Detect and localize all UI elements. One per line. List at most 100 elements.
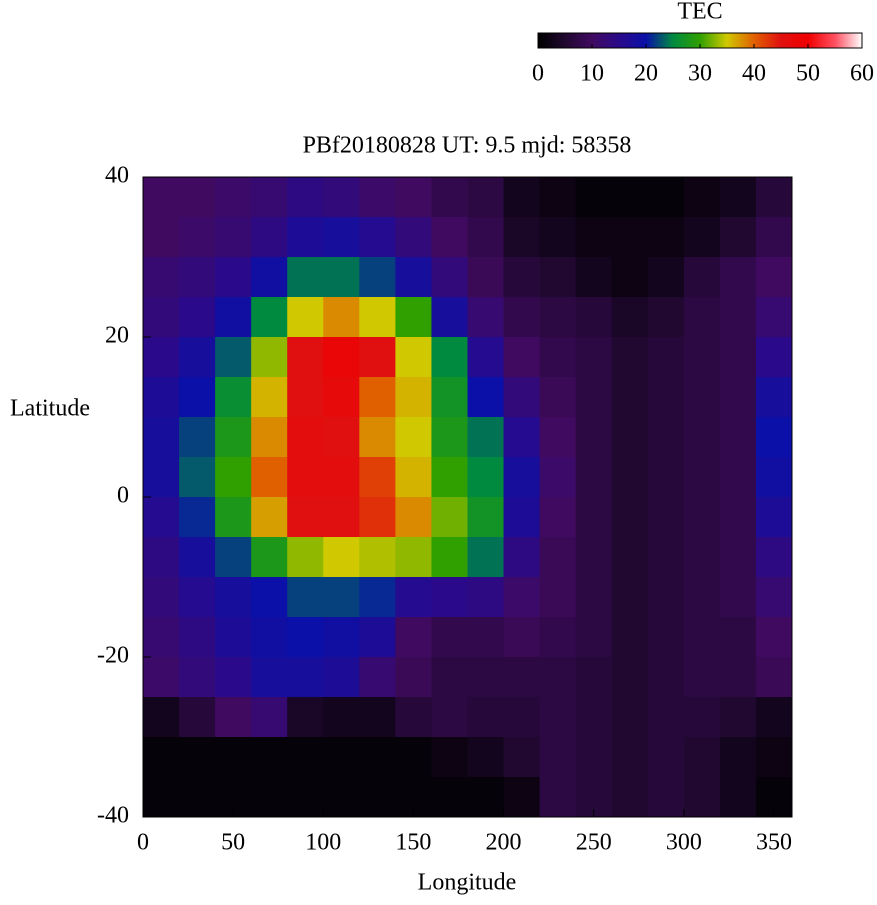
heatmap-cell — [467, 777, 505, 818]
heatmap-cell — [359, 177, 396, 218]
heatmap-cell — [683, 377, 721, 418]
heatmap-cell — [503, 337, 541, 378]
heatmap-cell — [431, 657, 468, 698]
heatmap-cell — [215, 417, 252, 458]
heatmap-cell — [539, 217, 577, 258]
heatmap-cell — [143, 777, 180, 818]
heatmap-cell — [323, 537, 360, 578]
heatmap-cell — [143, 697, 180, 738]
heatmap-cell — [503, 377, 541, 418]
heatmap-cell — [395, 657, 432, 698]
heatmap-cell — [395, 377, 432, 418]
heatmap-cell — [251, 777, 288, 818]
heatmap-cell — [179, 417, 216, 458]
heatmap-cell — [647, 177, 685, 218]
heatmap-cell — [251, 657, 288, 698]
heatmap-cell — [287, 777, 324, 818]
heatmap-cell — [323, 297, 360, 338]
heatmap-cell — [359, 417, 396, 458]
heatmap-cell — [647, 257, 685, 298]
colorbar-tick-label: 60 — [850, 61, 874, 87]
heatmap-cell — [467, 617, 505, 658]
heatmap-cell — [323, 417, 360, 458]
heatmap-cell — [503, 297, 541, 338]
heatmap-cell — [431, 777, 468, 818]
heatmap-cell — [323, 737, 360, 778]
heatmap-cell — [143, 737, 180, 778]
heatmap-cell — [359, 657, 396, 698]
heatmap-cell — [539, 657, 577, 698]
heatmap-cell — [683, 417, 721, 458]
heatmap-cell — [143, 337, 180, 378]
heatmap-cell — [575, 497, 613, 538]
y-tick-label: 20 — [105, 323, 129, 349]
heatmap-cell — [323, 577, 360, 618]
heatmap-cell — [647, 537, 685, 578]
heatmap-cell — [575, 657, 613, 698]
heatmap-cell — [287, 177, 324, 218]
heatmap-cell — [143, 657, 180, 698]
heatmap-cell — [179, 657, 216, 698]
heatmap-cell — [431, 337, 468, 378]
heatmap-cell — [683, 577, 721, 618]
heatmap-cell — [143, 537, 180, 578]
heatmap-cell — [179, 177, 216, 218]
heatmap-cell — [251, 337, 288, 378]
heatmap-cell — [395, 417, 432, 458]
heatmap-cell — [647, 617, 685, 658]
heatmap-cell — [215, 177, 252, 218]
heatmap-cell — [287, 537, 324, 578]
heatmap-cell — [251, 617, 288, 658]
heatmap-cell — [395, 297, 432, 338]
x-tick-label: 50 — [221, 830, 245, 856]
heatmap-cell — [251, 377, 288, 418]
heatmap-cell — [575, 617, 613, 658]
heatmap-cell — [215, 577, 252, 618]
heatmap-cell — [431, 377, 468, 418]
colorbar-tick-label: 50 — [796, 61, 820, 87]
heatmap-cell — [431, 577, 468, 618]
heatmap-cell — [719, 337, 757, 378]
heatmap-cell — [323, 497, 360, 538]
heatmap-cell — [719, 177, 757, 218]
heatmap-cell — [143, 377, 180, 418]
heatmap-cell — [215, 537, 252, 578]
heatmap-cell — [719, 657, 757, 698]
x-tick-label: 300 — [666, 830, 702, 856]
heatmap-cell — [647, 457, 685, 498]
heatmap-cell — [503, 737, 541, 778]
heatmap-cell — [323, 257, 360, 298]
heatmap-cell — [539, 257, 577, 298]
heatmap-cell — [467, 457, 505, 498]
heatmap-cell — [179, 777, 216, 818]
colorbar-tick-label: 10 — [580, 61, 604, 87]
heatmap-cell — [431, 217, 468, 258]
heatmap-cell — [395, 697, 432, 738]
heatmap-cell — [611, 697, 649, 738]
heatmap-cell — [179, 697, 216, 738]
heatmap-cell — [683, 697, 721, 738]
heatmap-cell — [251, 577, 288, 618]
heatmap-cell — [755, 377, 793, 418]
heatmap-cell — [719, 417, 757, 458]
heatmap-cell — [179, 537, 216, 578]
heatmap-cell — [575, 217, 613, 258]
heatmap-cell — [719, 697, 757, 738]
heatmap-cell — [611, 417, 649, 458]
heatmap-cell — [683, 337, 721, 378]
heatmap-cell — [539, 697, 577, 738]
heatmap-cell — [467, 577, 505, 618]
heatmap-cell — [683, 737, 721, 778]
heatmap-cell — [251, 217, 288, 258]
heatmap-cell — [467, 497, 505, 538]
heatmap-cell — [575, 697, 613, 738]
heatmap-cell — [431, 617, 468, 658]
heatmap-cell — [575, 337, 613, 378]
heatmap-cell — [503, 617, 541, 658]
heatmap-cell — [143, 297, 180, 338]
heatmap-cell — [611, 737, 649, 778]
heatmap-cell — [575, 257, 613, 298]
heatmap-cell — [539, 417, 577, 458]
heatmap-cell — [143, 257, 180, 298]
